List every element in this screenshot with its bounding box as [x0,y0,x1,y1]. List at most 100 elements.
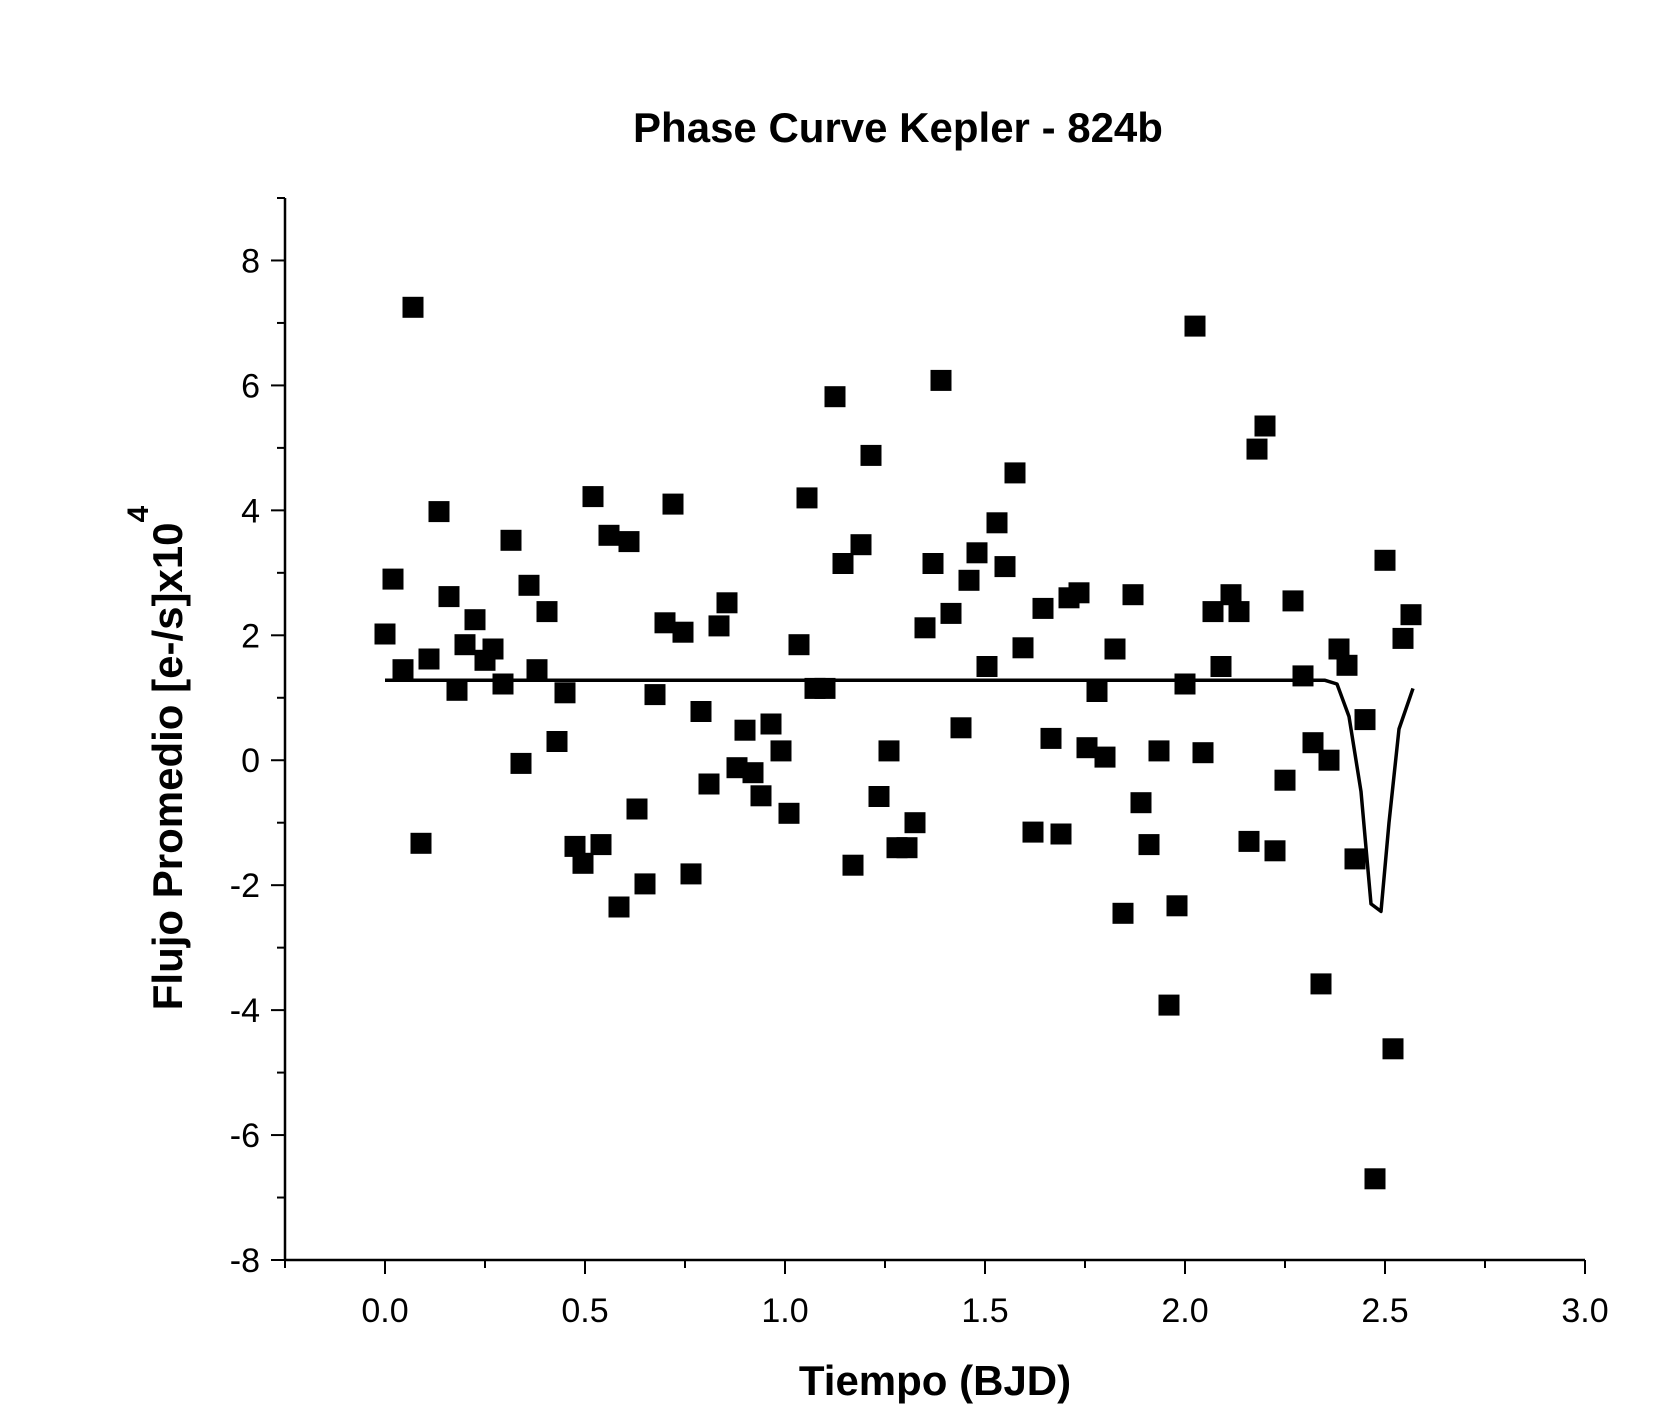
x-tick-label: 2.0 [1161,1292,1208,1330]
data-point [626,798,648,820]
data-point [1040,727,1062,749]
data-point [382,568,404,590]
data-point [374,623,396,645]
data-point [832,553,854,574]
data-point [554,682,576,704]
data-point [1004,462,1026,484]
data-point [1202,601,1224,623]
data-point [662,493,684,515]
data-point [1184,315,1206,337]
plot-area [374,296,1422,1190]
data-point [402,296,424,318]
data-point [742,762,764,784]
data-point [1130,792,1152,814]
y-tick-label: 0 [241,742,260,780]
data-point [940,602,962,624]
data-point [446,679,468,701]
data-point [904,812,926,834]
data-point [546,731,568,752]
data-point [850,534,872,556]
x-tick-label: 0.5 [561,1292,608,1330]
data-point [482,638,504,660]
data-point [708,615,730,637]
data-point [1050,823,1072,845]
data-point [618,531,640,553]
y-tick-label: 8 [241,242,260,280]
data-point [1282,590,1304,612]
data-point [1274,769,1296,791]
data-point [1138,834,1160,856]
data-point [492,673,514,695]
y-axis-title: Flujo Promedio [e-/s]x104 [122,505,191,1010]
data-point [788,634,810,656]
axes: 0.0 0.5 1.0 1.5 2.0 2.5 3.0 -8 -6 -4 -2 0 2 4 6 8 [230,197,1609,1330]
fit-line [385,678,1415,914]
data-point [1364,1168,1386,1190]
data-point [976,656,998,677]
x-tick-label: 1.5 [961,1292,1008,1330]
data-point [582,486,604,508]
data-point [428,501,450,523]
data-point [410,832,432,854]
data-point [842,854,864,876]
data-point [1400,604,1422,626]
data-point [1382,1038,1404,1060]
data-point [1192,742,1214,764]
data-point [698,773,720,795]
data-point [438,586,460,608]
data-point [1022,821,1044,843]
data-point [1148,740,1170,762]
data-point [1094,746,1116,768]
data-point [1310,973,1332,995]
x-tick-label: 0.0 [361,1292,408,1330]
data-point [518,574,540,596]
data-point [1374,549,1396,571]
data-point [1086,681,1108,702]
data-point [1392,627,1414,649]
data-point [1104,638,1126,660]
data-point [1318,749,1340,771]
data-point [814,677,836,699]
data-point [1264,840,1286,862]
data-point [454,634,476,656]
data-point [1220,584,1242,606]
data-point [418,648,440,670]
data-point [1246,438,1268,460]
data-point [860,444,882,466]
x-axis-title: Tiempo (BJD) [799,1357,1071,1404]
data-point [500,529,522,551]
data-point [1302,732,1324,754]
data-point [654,612,676,634]
data-point [1354,709,1376,731]
y-tick-label: 2 [241,617,260,655]
data-point [878,740,900,762]
data-point [966,542,988,564]
data-point [958,569,980,591]
data-point [1122,584,1144,606]
y-tick-label: -8 [230,1242,260,1280]
data-point [922,553,944,574]
data-point [634,873,656,895]
data-point [1032,597,1054,619]
y-axis-title-exponent: 4 [122,505,155,522]
data-point [1166,895,1188,917]
y-tick-label: 6 [241,367,260,405]
data-point [1158,994,1180,1016]
data-point [510,752,532,774]
y-axis-title-text: Flujo Promedio [e-/s]x10 [144,522,191,1010]
data-point [564,835,586,857]
data-point [572,852,594,874]
data-point [536,601,558,623]
y-tick-label: -2 [230,867,260,905]
y-tick-label: -6 [230,1117,260,1155]
y-axis-title-group: Flujo Promedio [e-/s]x104 [122,505,191,1010]
data-point [824,386,846,408]
chart-title: Phase Curve Kepler - 824b [633,104,1163,151]
data-point [1012,637,1034,659]
data-point [1328,638,1350,660]
data-point [1112,902,1134,924]
data-point [644,684,666,706]
data-point [590,834,612,856]
data-point [1292,665,1314,687]
data-point [690,701,712,722]
